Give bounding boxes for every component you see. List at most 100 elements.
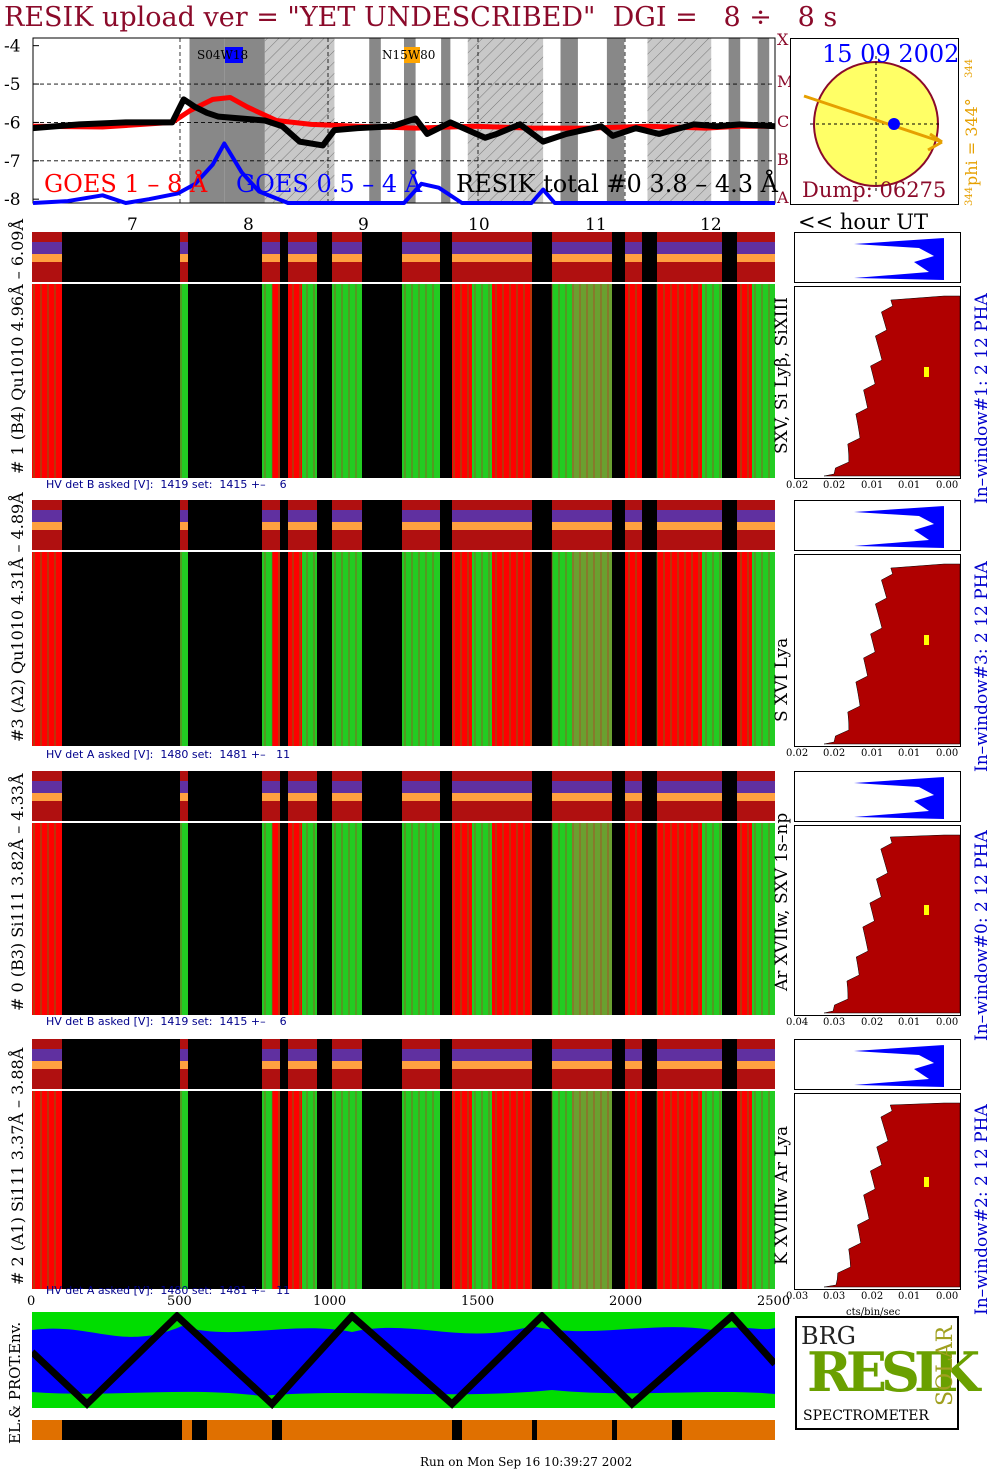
panel-label-3: # 2 (A1) Si111 3.37Å – 3.88Å (8, 1047, 27, 1285)
data-gap-band (606, 38, 625, 203)
pha-lightcurve (854, 504, 944, 548)
goes-chart: -4 -5 -6 -7 -8 (4, 37, 776, 210)
hist-axis-tick: 0.02 (823, 748, 846, 759)
phi-axis-line (803, 94, 943, 144)
hour-tick-10: 10 (468, 215, 490, 235)
hist-axis-tick: 0.00 (936, 748, 959, 759)
hist-axis-tick: 0.02 (823, 480, 846, 491)
count-tick-0: 0 (27, 1294, 36, 1309)
y-tick-label: -7 (4, 152, 21, 172)
hv-status-1: HV det A asked [V]: 1480 set: 1481 +– 11 (46, 748, 291, 761)
env-status-bar (32, 1420, 775, 1440)
spectrum-image-2 (32, 771, 775, 1015)
data-gap-band (441, 38, 451, 203)
flare-label-1: S04W18 (197, 48, 249, 62)
hour-tick-7: 7 (127, 215, 138, 235)
pha-marker (924, 367, 929, 377)
page-title: RESIK upload ver = "YET UNDESCRIBED" DGI… (4, 2, 838, 33)
spectrum-image-0 (32, 232, 775, 478)
legend-goes-short: GOES 0.5 – 4 Å (236, 170, 423, 198)
count-tick-1500: 1500 (461, 1294, 495, 1309)
panel-lines-0: SXV, Si Lyβ, SiXIII (772, 297, 792, 454)
cts-axis-title: cts/bin/sec (846, 1307, 901, 1318)
hist-axis-tick: 0.00 (936, 480, 959, 491)
data-gap-band (647, 38, 712, 203)
series-1 (32, 94, 775, 131)
pha-lightcurve (854, 775, 944, 819)
y-tick-label: -6 (4, 113, 21, 133)
env-status-gap (672, 1420, 682, 1440)
hour-tick-9: 9 (358, 215, 369, 235)
env-status-gap (62, 1420, 182, 1440)
class-c: C (777, 112, 790, 131)
data-gap-band (467, 38, 544, 203)
hv-status-0: HV det B asked [V]: 1419 set: 1415 +– 6 (46, 478, 287, 491)
logo-top: BRG (801, 1322, 856, 1350)
flare-marker-2 (404, 47, 420, 63)
count-tick-2500: 2500 (757, 1294, 791, 1309)
panel-window-0: In–window#1: 2 12 PHA (972, 293, 992, 504)
hist-axis-tick: 0.01 (898, 748, 921, 759)
logo-bottom: SPECTROMETER (803, 1408, 929, 1424)
dump-label: Dump: 06275 (802, 178, 947, 202)
env-status-gap (272, 1420, 282, 1440)
hv-status-2: HV det B asked [V]: 1419 set: 1415 +– 6 (46, 1015, 287, 1028)
logo-main: RESIK (807, 1340, 980, 1404)
panel-lines-3: K XVIIIw Ar Lya (772, 1125, 792, 1265)
class-a: A (777, 188, 789, 207)
data-gap-band (189, 38, 225, 203)
data-gap-band (728, 38, 741, 203)
hour-tick-12: 12 (700, 215, 722, 235)
pha-histogram-3 (794, 1039, 961, 1290)
data-gap-band (757, 38, 770, 203)
y-tick-label: -8 (4, 190, 21, 210)
series-2 (32, 141, 775, 205)
hist-axis-tick: 0.02 (786, 748, 809, 759)
panel-window-1: In–window#3: 2 12 PHA (972, 561, 992, 772)
hist-axis-tick: 0.03 (823, 1291, 846, 1302)
logo-side: SOLAR (933, 1325, 958, 1406)
legend-goes-long: GOES 1 – 8 Å (44, 170, 208, 198)
env-label: EL.& PROT.Env. (6, 1321, 24, 1444)
disk-date: 15 09 2002 (822, 40, 960, 68)
pha-lightcurve (854, 1043, 944, 1087)
series-3 (32, 96, 776, 149)
y-tick-label: -4 (4, 37, 21, 57)
footer-run-info: Run on Mon Sep 16 10:39:27 2002 (420, 1455, 633, 1469)
env-status-gap (452, 1420, 462, 1440)
pha-spectrum (823, 295, 961, 477)
hist-axis-tick: 0.00 (936, 1017, 959, 1028)
pha-spectrum (823, 1102, 961, 1288)
class-m: M (777, 72, 794, 91)
pha-marker (924, 635, 929, 645)
panel-lines-1: S XVI Lya (772, 637, 792, 722)
hist-axis-tick: 0.01 (898, 1017, 921, 1028)
spectrum-image-3 (32, 1039, 775, 1289)
orbit-track (32, 1312, 775, 1409)
hour-tick-8: 8 (243, 215, 254, 235)
pha-histogram-2 (794, 771, 961, 1016)
hist-axis-tick: 0.01 (861, 748, 884, 759)
panel-window-2: In–window#0: 2 12 PHA (972, 830, 992, 1041)
panel-window-3: In–window#2: 2 12 PHA (972, 1104, 992, 1315)
count-tick-2000: 2000 (609, 1294, 643, 1309)
pha-histogram-1 (794, 500, 961, 747)
hist-axis-tick: 0.01 (898, 1291, 921, 1302)
resik-logo: BRG RESIK SOLAR SPECTROMETER (795, 1316, 980, 1430)
count-tick-1000: 1000 (313, 1294, 347, 1309)
panel-label-2: # 0 (B3) Si111 3.82Å – 4.33Å (8, 773, 27, 1012)
panel-lines-2: Ar XVIIw, SXV 1s–np (772, 812, 792, 991)
hist-axis-tick: 0.03 (823, 1017, 846, 1028)
hour-tick-11: 11 (585, 215, 607, 235)
flare-location-marker (888, 118, 900, 130)
hist-axis-tick: 0.00 (936, 1291, 959, 1302)
panel-label-0: # 1 (B4) Qu1010 4.96Å – 6.09Å (8, 218, 27, 474)
pha-spectrum (823, 563, 961, 745)
phi-label: phi = 344° (962, 98, 981, 186)
hist-axis-tick: 0.02 (861, 1291, 884, 1302)
pha-marker (924, 905, 929, 915)
env-status-gap (612, 1420, 617, 1440)
pha-spectrum (823, 834, 961, 1014)
hist-axis-tick: 0.04 (786, 1017, 809, 1028)
flare-marker-1 (225, 47, 243, 63)
